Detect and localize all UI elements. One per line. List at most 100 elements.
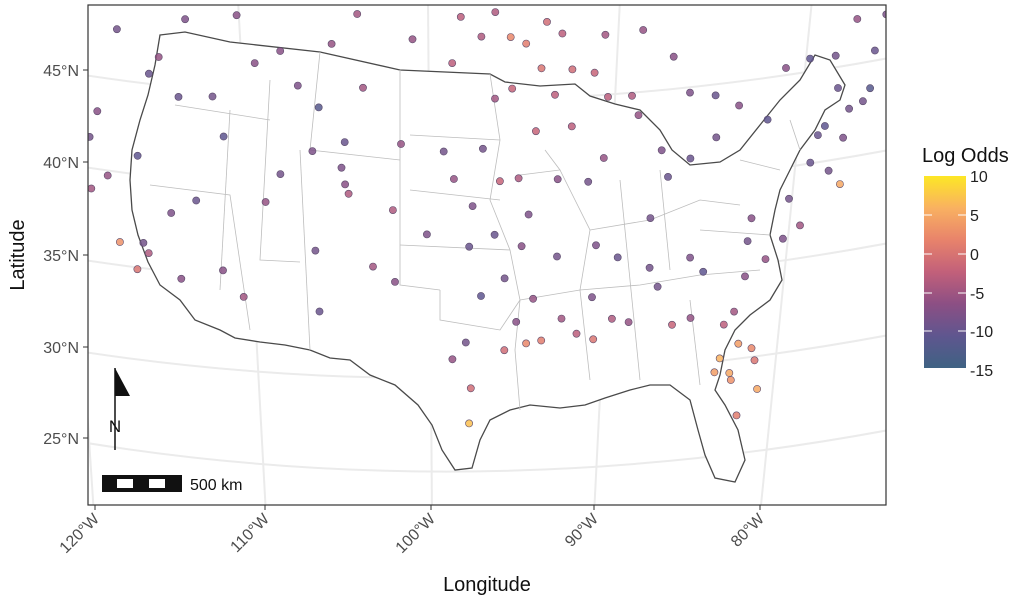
site-point	[250, 59, 259, 67]
legend-tick-label: -10	[970, 324, 993, 341]
site-point	[669, 52, 678, 61]
site-point	[634, 111, 643, 119]
site-point	[747, 344, 756, 353]
site-point	[491, 8, 500, 16]
site-point	[78, 135, 85, 142]
site-point	[219, 132, 228, 141]
site-point	[52, 179, 59, 186]
site-point	[715, 354, 724, 363]
site-point	[478, 144, 487, 153]
site-point	[532, 127, 540, 136]
legend-tick-label: -5	[970, 286, 984, 303]
site-point	[836, 180, 844, 188]
site-point	[315, 307, 324, 316]
site-point	[517, 242, 526, 251]
site-point	[10, 91, 17, 98]
site-point	[177, 274, 186, 283]
site-point	[601, 30, 610, 39]
site-point	[495, 177, 504, 186]
legend-title: Log Odds	[922, 145, 1009, 167]
site-point	[639, 26, 648, 34]
site-point	[710, 368, 719, 377]
site-point	[456, 12, 465, 21]
site-point	[448, 59, 457, 67]
legend-tick-label: 5	[970, 208, 979, 225]
site-point	[276, 170, 285, 178]
site-point	[116, 238, 124, 246]
y-axis: 25°N 30°N 35°N 40°N 45°N	[43, 63, 88, 448]
site-point	[391, 277, 399, 286]
site-point	[16, 64, 23, 71]
site-point	[613, 253, 622, 262]
site-point	[735, 101, 743, 110]
legend-colorbar	[924, 176, 966, 368]
site-point	[558, 29, 567, 38]
site-point	[500, 346, 509, 355]
x-tick-label: 100°W	[393, 510, 440, 557]
site-point	[890, 58, 897, 65]
site-point	[181, 15, 189, 24]
site-point	[219, 266, 227, 275]
x-tick-label: 110°W	[228, 510, 274, 556]
site-point	[508, 84, 517, 93]
site-point	[477, 292, 485, 300]
site-point	[491, 94, 499, 103]
site-point	[232, 11, 241, 20]
site-point	[806, 158, 815, 167]
site-point	[932, 10, 939, 17]
site-point	[668, 320, 676, 329]
site-point	[314, 103, 323, 112]
site-point	[543, 17, 551, 26]
legend: Log Odds 10 5 0 -5 -10 -15	[922, 145, 1009, 380]
site-point	[477, 32, 486, 41]
site-point	[653, 282, 662, 291]
site-point	[340, 138, 349, 146]
site-point	[726, 376, 735, 384]
x-tick-label: 90°W	[562, 510, 602, 550]
site-point	[439, 147, 448, 156]
site-point	[524, 210, 533, 219]
site-point	[359, 83, 367, 92]
site-point	[686, 154, 695, 163]
site-point	[866, 84, 874, 93]
site-point	[782, 64, 790, 72]
parallel-25n	[88, 429, 886, 473]
site-point	[911, 26, 918, 33]
site-point	[831, 51, 840, 60]
site-point	[448, 355, 457, 364]
site-point	[814, 131, 822, 139]
site-point	[657, 146, 666, 155]
site-point	[133, 151, 142, 160]
us-outline	[129, 31, 846, 483]
site-point	[344, 189, 353, 198]
site-point	[70, 0, 77, 7]
site-point	[88, 133, 94, 141]
site-point	[93, 107, 102, 116]
site-point	[664, 172, 672, 181]
x-axis-title: Longitude	[443, 574, 531, 596]
site-point	[154, 53, 163, 61]
site-point	[699, 267, 708, 276]
us-map	[129, 31, 846, 483]
north-label: N	[109, 417, 121, 436]
site-point	[465, 419, 473, 428]
site-point	[553, 175, 562, 184]
site-point	[834, 84, 842, 92]
y-tick-label: 25°N	[43, 431, 79, 448]
y-axis-title: Latitude	[7, 219, 29, 290]
site-point	[893, 11, 900, 18]
site-point	[719, 320, 728, 329]
x-axis: 120°W 110°W 100°W 90°W 80°W	[57, 505, 768, 557]
site-point	[468, 202, 477, 210]
site-point	[293, 81, 302, 90]
site-point	[139, 238, 148, 247]
site-point	[506, 33, 515, 41]
site-point	[712, 133, 721, 142]
site-point	[341, 180, 349, 189]
site-point	[734, 339, 743, 348]
site-point	[422, 230, 431, 239]
y-tick-label: 35°N	[43, 248, 79, 265]
site-point	[144, 249, 153, 257]
site-point	[512, 317, 521, 326]
site-point	[553, 252, 561, 261]
